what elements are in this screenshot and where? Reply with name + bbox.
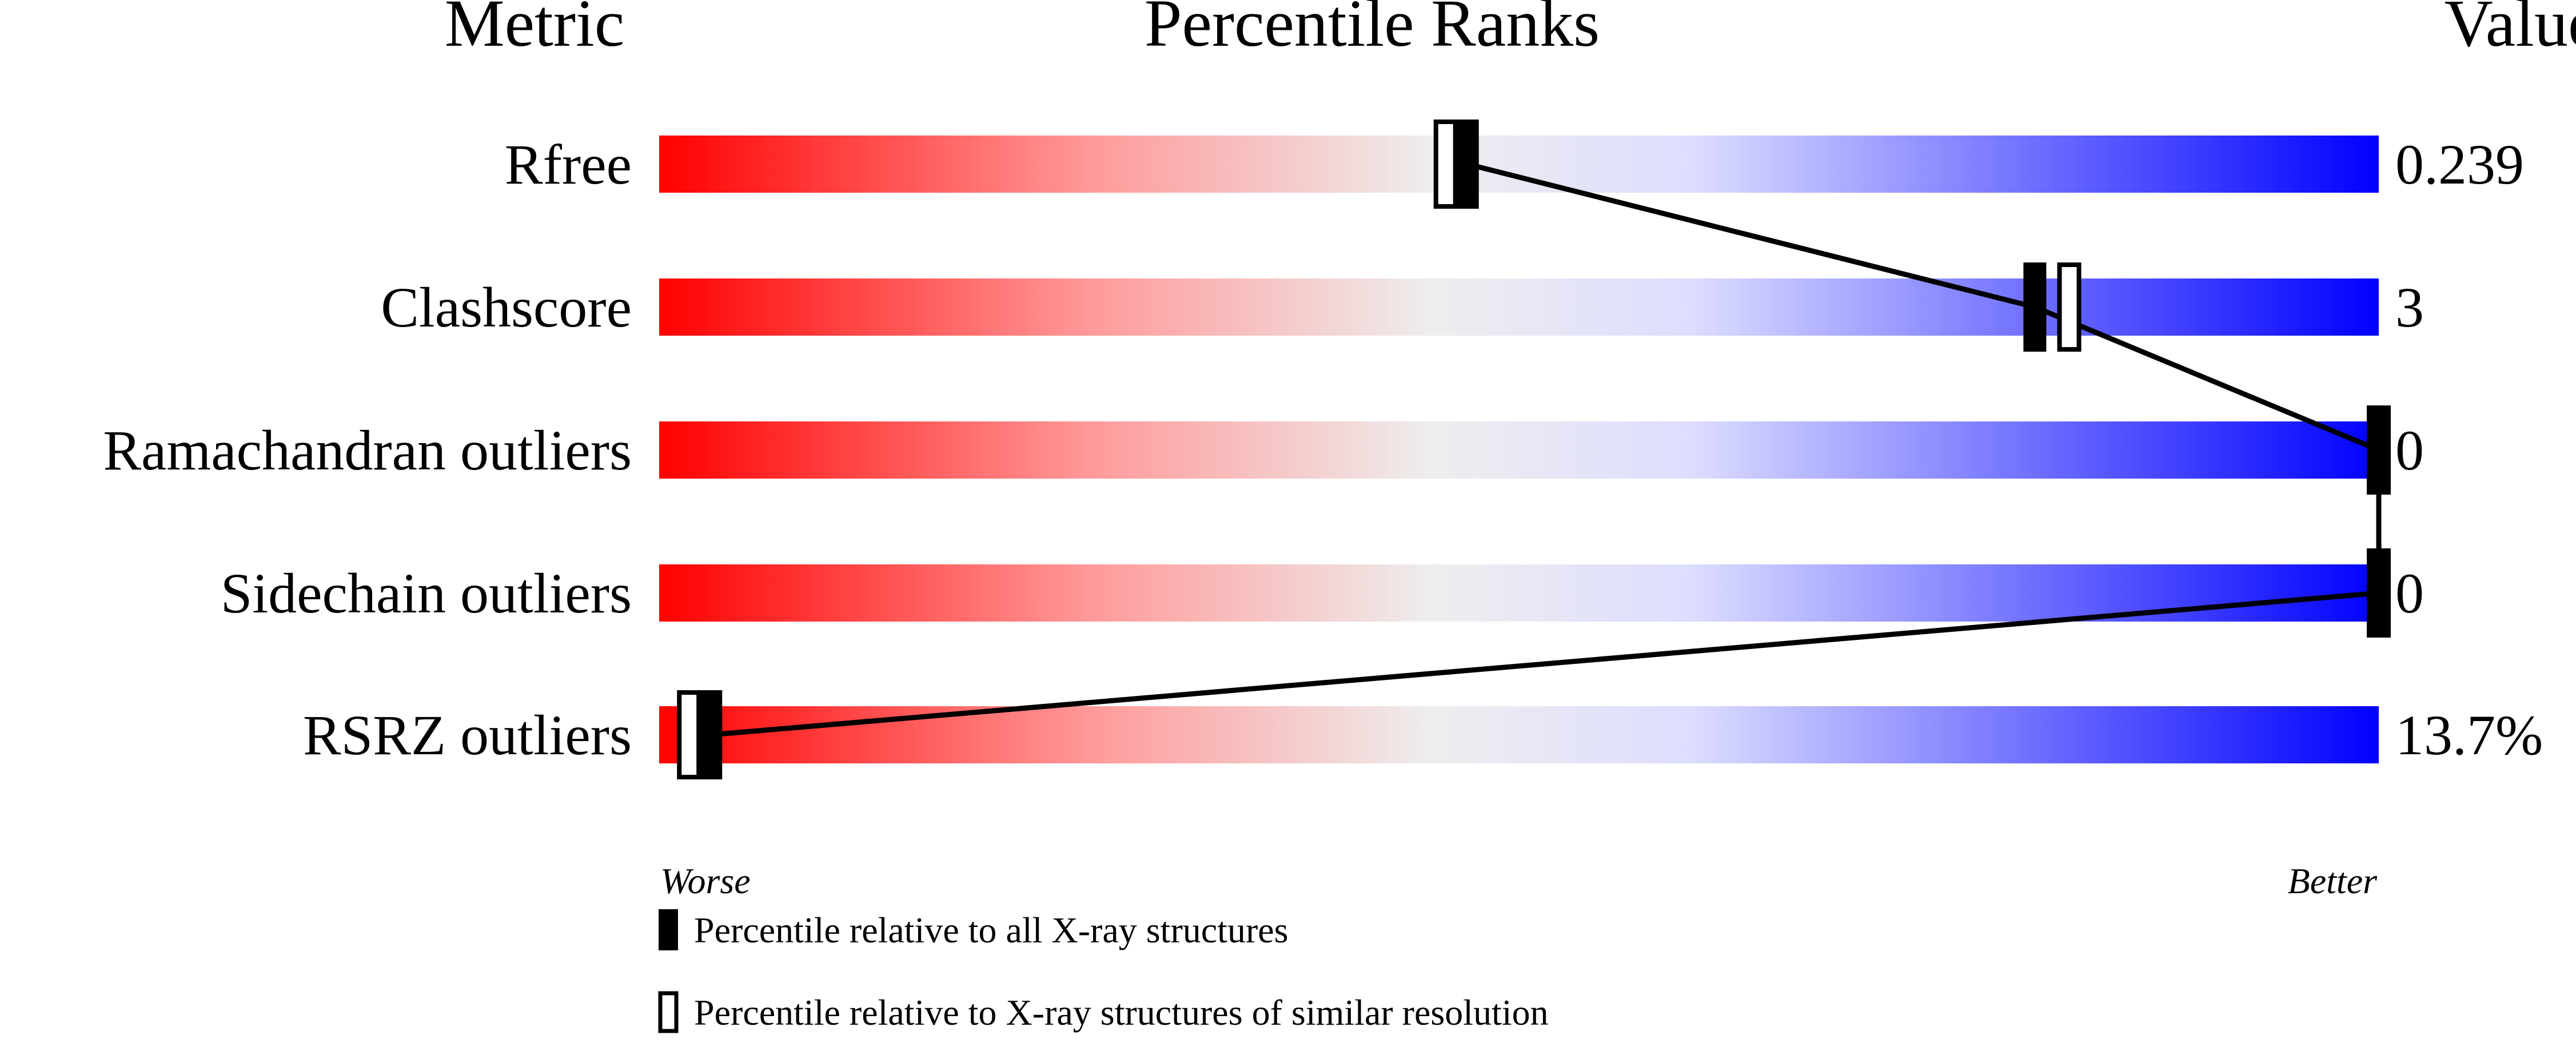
metric-value: 0: [2395, 419, 2424, 482]
percentile-bar: [659, 278, 2379, 336]
legend-label: Percentile relative to all X-ray structu…: [694, 910, 1289, 950]
marker-similar-resolution: [2057, 262, 2081, 352]
legend-item-filled: Percentile relative to all X-ray structu…: [659, 909, 1289, 950]
metric-label: RSRZ outliers: [303, 703, 632, 767]
legend-label: Percentile relative to X-ray structures …: [694, 992, 1549, 1033]
worse-label: Worse: [660, 861, 751, 901]
percentile-bar: [659, 421, 2379, 479]
markers: [677, 120, 2391, 779]
metric-value: 3: [2395, 276, 2424, 339]
marker-similar-resolution: [1433, 120, 1458, 209]
metric-label: Ramachandran outliers: [103, 419, 632, 482]
metric-label: Sidechain outliers: [221, 562, 632, 625]
filled-marker-icon: [659, 909, 678, 950]
legend-item-hollow: Percentile relative to X-ray structures …: [658, 991, 1549, 1033]
metric-header: Metric: [445, 0, 625, 61]
row-3: Sidechain outliers 0: [221, 562, 2424, 625]
marker-similar-resolution: [677, 690, 701, 779]
marker-all-xray: [2367, 548, 2390, 638]
hollow-marker-icon: [658, 991, 679, 1033]
metric-value: 0.239: [2395, 133, 2524, 196]
value-header: Value: [2445, 0, 2576, 61]
metric-value: 13.7%: [2395, 703, 2543, 767]
row-0: Rfree 0.239: [505, 133, 2524, 196]
metric-value: 0: [2395, 562, 2424, 625]
row-2: Ramachandran outliers 0: [103, 419, 2424, 482]
better-label: Better: [2288, 861, 2378, 901]
row-1: Clashscore 3: [381, 276, 2424, 339]
marker-all-xray: [2367, 405, 2390, 495]
percentile-bar: [659, 136, 2379, 193]
legend: Percentile relative to all X-ray structu…: [658, 909, 1549, 1033]
row-4: RSRZ outliers 13.7%: [303, 703, 2543, 767]
percentile-bar: [659, 564, 2379, 622]
percentile-ranks-header: Percentile Ranks: [1145, 0, 1600, 61]
marker-all-xray: [1456, 120, 1479, 209]
metric-label: Rfree: [505, 133, 632, 196]
rows: Rfree 0.239 Clashscore 3 Ramachandran outlie…: [103, 133, 2543, 767]
marker-all-xray: [699, 690, 723, 779]
metric-label: Clashscore: [381, 276, 632, 339]
marker-all-xray: [2023, 262, 2047, 352]
